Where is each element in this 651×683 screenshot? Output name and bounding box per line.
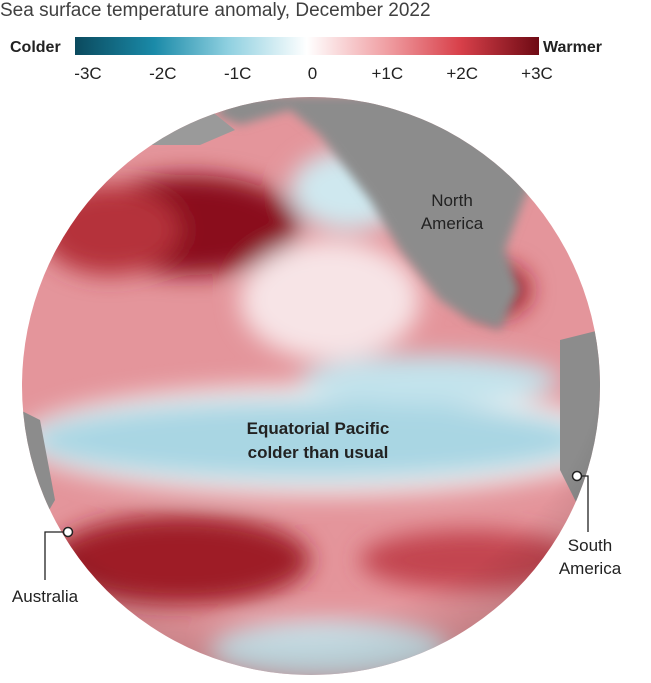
legend-tick-label: -1C xyxy=(224,64,251,83)
label-equatorial: colder than usual xyxy=(248,443,389,462)
label-south-america: America xyxy=(559,559,622,578)
marker xyxy=(571,470,583,482)
legend-high: Warmer xyxy=(543,39,602,56)
legend-tick-label: -3C xyxy=(74,64,101,83)
legend-low: Colder xyxy=(10,39,61,56)
label-australia: Australia xyxy=(12,587,79,606)
label-south-america: South xyxy=(568,536,612,555)
label-north-america: America xyxy=(421,214,484,233)
label-equatorial: Equatorial Pacific xyxy=(247,419,390,438)
globe xyxy=(22,97,600,675)
marker xyxy=(62,526,74,538)
color-bar xyxy=(75,37,539,55)
legend-tick-label: -2C xyxy=(149,64,176,83)
title: Sea surface temperature anomaly, Decembe… xyxy=(0,0,431,21)
legend-tick-label: +2C xyxy=(446,64,478,83)
label-north-america: North xyxy=(431,191,473,210)
leader-line xyxy=(44,531,68,580)
legend-tick-label: +1C xyxy=(371,64,403,83)
legend-ticks: -3C -2C -1C 0 +1C +2C +3C xyxy=(74,64,553,83)
legend-tick-label: +3C xyxy=(521,64,553,83)
legend-tick-label: 0 xyxy=(308,64,317,83)
